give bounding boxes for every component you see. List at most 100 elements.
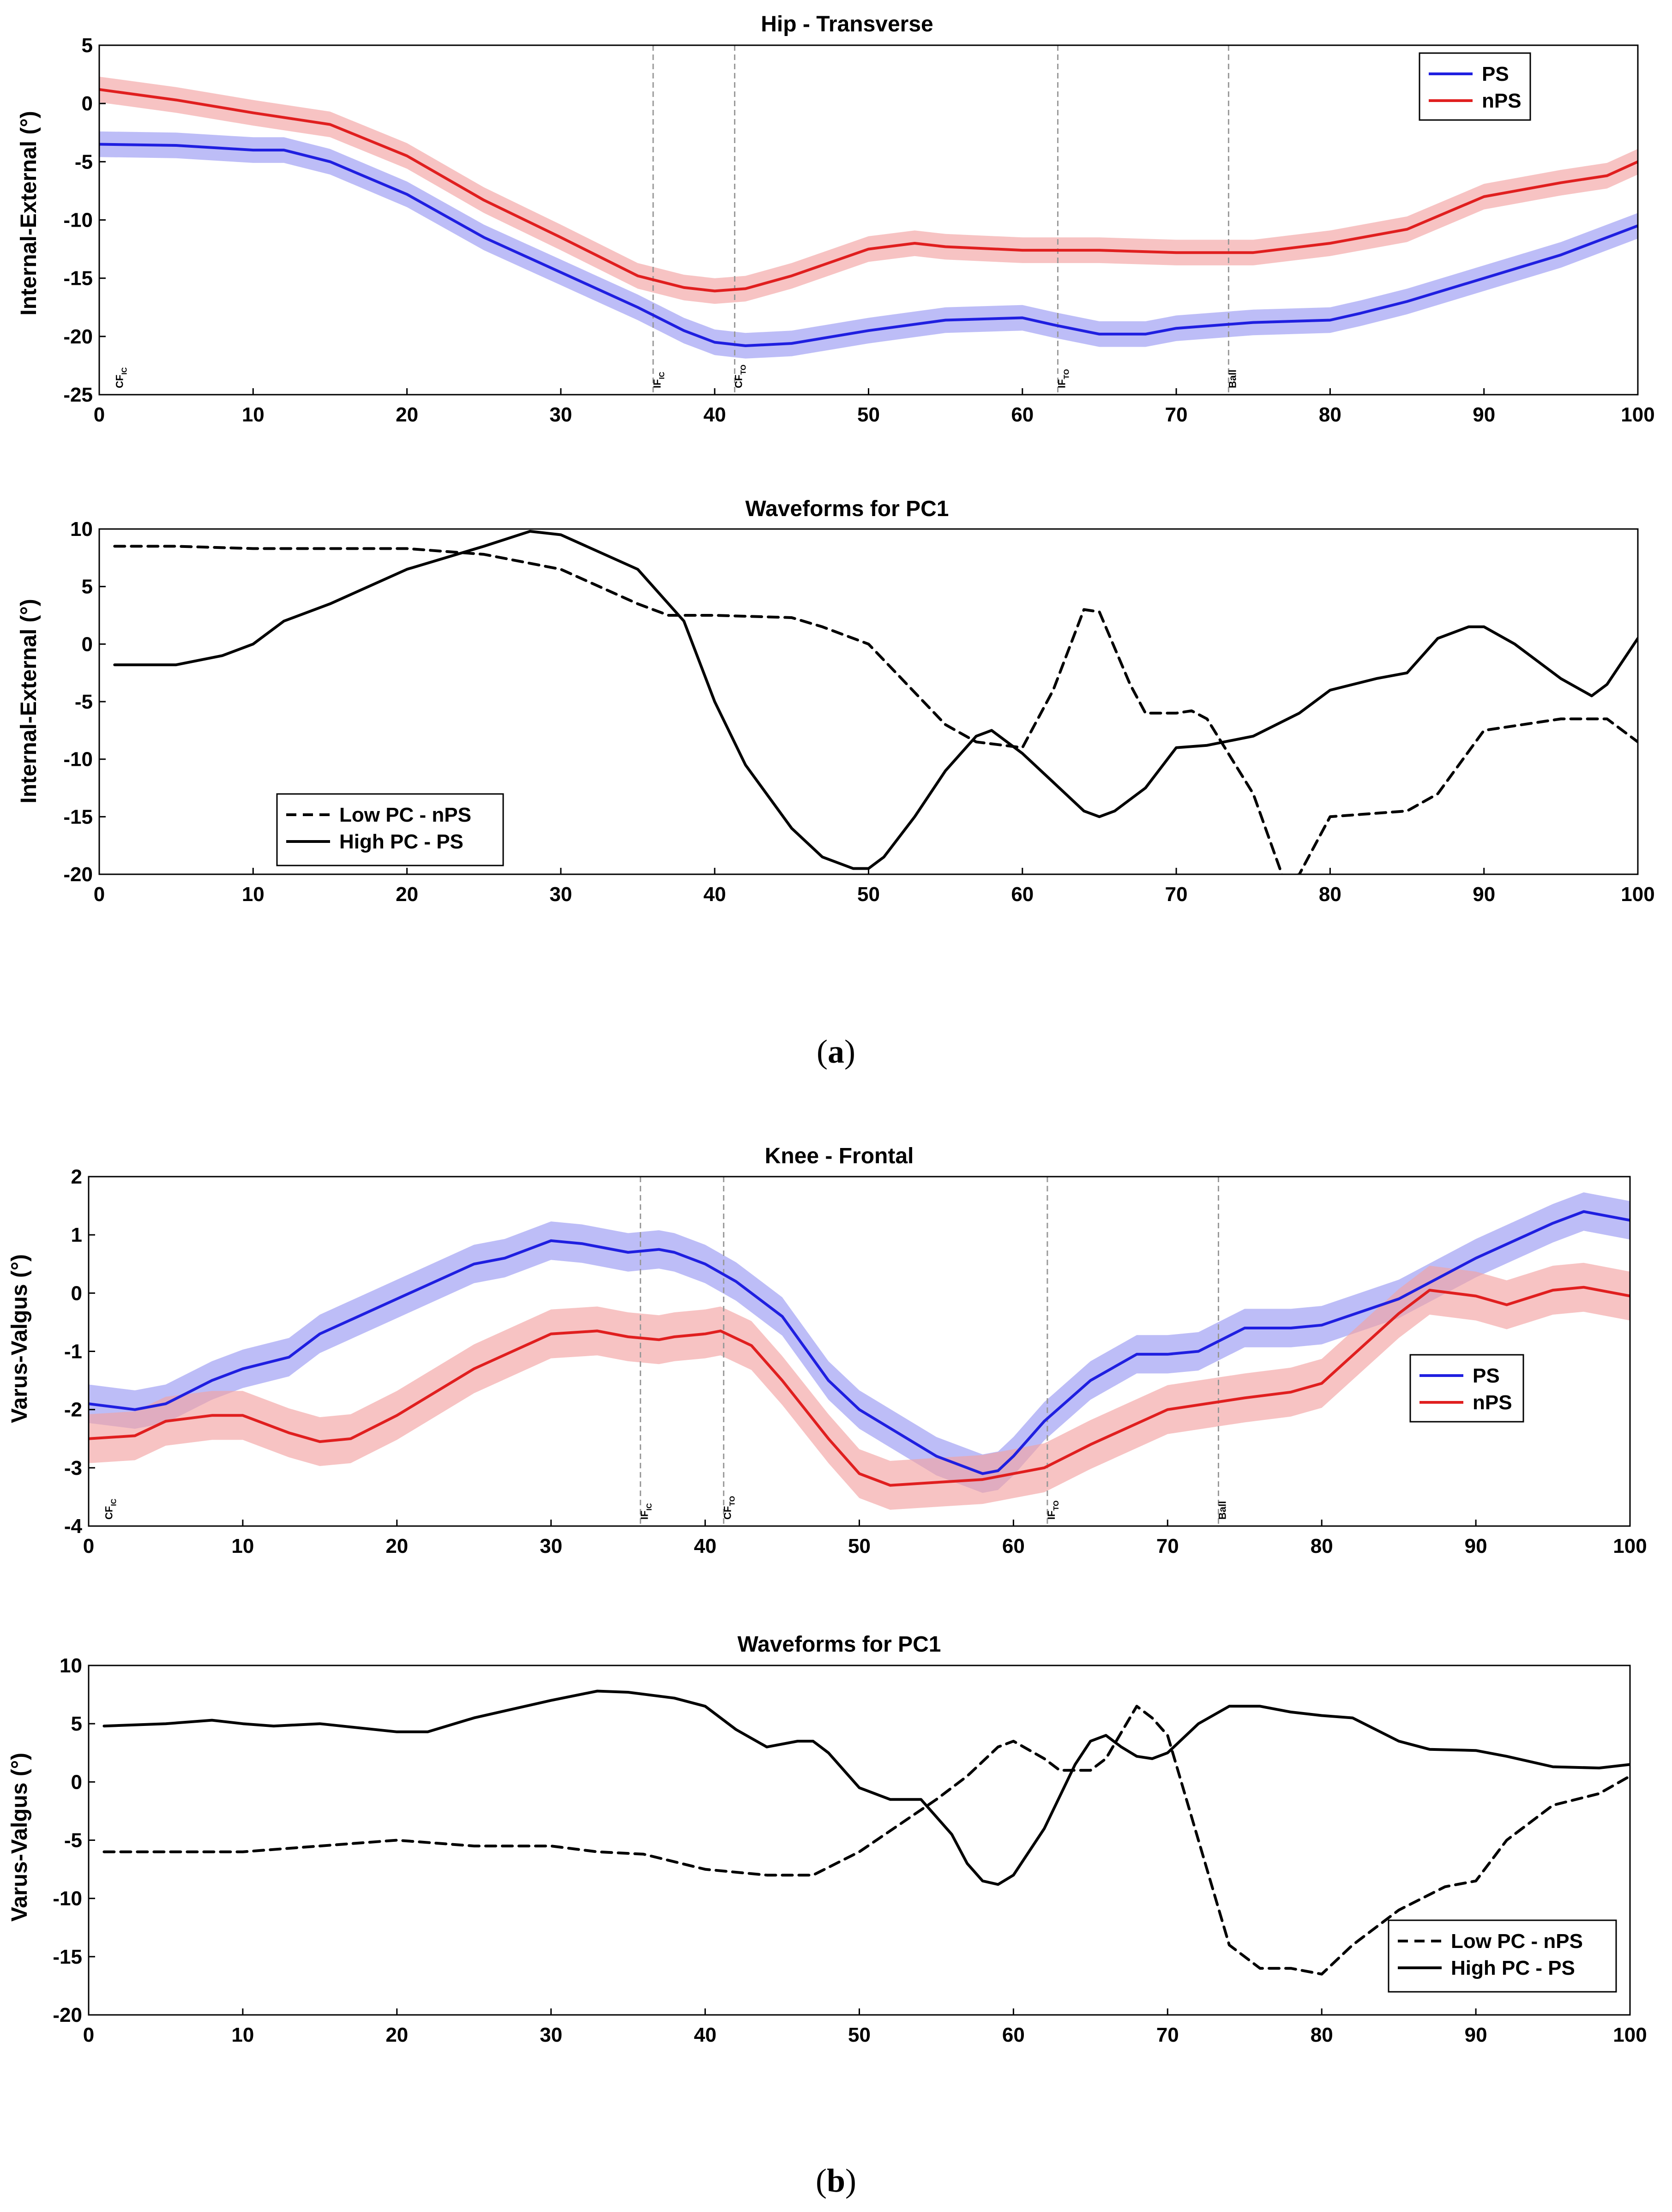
y-tick-label: -10 — [63, 209, 93, 232]
y-tick-label: -1 — [64, 1340, 82, 1363]
event-label-sub: IC — [658, 372, 666, 379]
legend: PS nPS — [1409, 1354, 1524, 1423]
y-tick-label: -15 — [63, 267, 93, 290]
x-tick-label: 30 — [549, 403, 572, 426]
y-tick-label: -10 — [53, 1887, 82, 1910]
legend: Low PC - nPS High PC - PS — [1388, 1919, 1617, 1993]
x-tick-label: 80 — [1319, 403, 1341, 426]
chart-title: Knee - Frontal — [765, 1144, 914, 1168]
y-tick-label: -4 — [64, 1515, 83, 1538]
event-label: IFTO — [1046, 1501, 1060, 1520]
event-label-main: CF — [103, 1506, 114, 1520]
x-tick-label: 40 — [694, 1535, 716, 1557]
y-tick-label: -20 — [53, 2004, 82, 2026]
event-label-main: CF — [733, 375, 745, 388]
event-label: CFTO — [722, 1496, 737, 1520]
x-tick-label: 40 — [704, 403, 726, 426]
event-label-main: IF — [638, 1510, 650, 1520]
x-tick-label: 90 — [1473, 883, 1495, 906]
y-tick-label: -15 — [53, 1946, 82, 1968]
event-label-main: Ball — [1227, 370, 1238, 388]
x-tick-label: 20 — [385, 1535, 408, 1557]
plot-content — [89, 1177, 1630, 1526]
plot-content — [113, 530, 1638, 874]
x-tick-label: 60 — [1011, 883, 1034, 906]
chart-knee-frontal: Knee - Frontal Varus-Valgus (°) CFICIFIC… — [7, 1144, 1647, 1557]
y-tick-label: -25 — [63, 384, 93, 406]
x-tick-label: 60 — [1002, 2024, 1025, 2046]
event-label-sub: IC — [645, 1503, 653, 1510]
y-tick-label: 10 — [60, 1654, 82, 1677]
y-axis-label: Internal-External (°) — [17, 599, 41, 803]
x-tick-label: 50 — [848, 2024, 871, 2046]
plot-content — [99, 45, 1638, 395]
x-tick-label: 50 — [857, 403, 880, 426]
x-tick-label: 0 — [83, 2024, 94, 2046]
y-tick-label: -20 — [63, 863, 93, 886]
x-tick-label: 80 — [1311, 2024, 1333, 2046]
event-label-main: Ball — [1216, 1501, 1228, 1520]
chart-knee-pc1: Waveforms for PC1 Varus-Valgus (°) 0 10 20… — [7, 1632, 1647, 2046]
y-tick-label: 5 — [71, 1713, 82, 1735]
event-label: Ball — [1216, 1501, 1228, 1520]
plot-area: 0 10 20 30 40 50 60 70 80 90 100 -20 -15 -10 -5 0 5 10 Low… — [53, 1654, 1647, 2046]
event-label-main: CF — [722, 1506, 734, 1520]
legend: Low PC - nPS High PC - PS — [276, 793, 504, 866]
x-tick-label: 40 — [704, 883, 726, 906]
y-tick-label: -5 — [75, 150, 93, 173]
y-tick-label: -5 — [75, 691, 93, 713]
event-label: IFIC — [638, 1503, 653, 1520]
x-tick-label: 100 — [1621, 403, 1654, 426]
legend-label: PS — [1473, 1364, 1500, 1387]
legend-label: PS — [1482, 63, 1509, 85]
y-tick-label: -2 — [64, 1399, 82, 1421]
y-tick-label: 0 — [82, 92, 93, 115]
event-label-sub: TO — [1053, 1501, 1060, 1511]
x-tick-label: 0 — [94, 883, 105, 906]
legend-label: High PC - PS — [339, 830, 463, 853]
legend-box — [1409, 1354, 1524, 1423]
legend: PS nPS — [1419, 52, 1531, 121]
x-tick-label: 10 — [231, 1535, 254, 1557]
y-tick-label: 2 — [71, 1166, 82, 1188]
legend-label: nPS — [1473, 1391, 1512, 1414]
event-label-main: IF — [1046, 1510, 1057, 1520]
legend-label: High PC - PS — [1451, 1957, 1575, 1979]
event-label-main: IF — [1056, 379, 1067, 388]
series-line-nps — [99, 88, 1638, 293]
x-tick-label: 70 — [1165, 403, 1188, 426]
x-tick-label: 70 — [1165, 883, 1188, 906]
x-tick-label: 100 — [1613, 1535, 1647, 1557]
event-label-sub: IC — [110, 1498, 118, 1506]
y-tick-label: 5 — [82, 34, 93, 57]
x-tick-label: 0 — [83, 1535, 94, 1557]
band-nps — [89, 1262, 1630, 1510]
y-tick-label: -5 — [64, 1829, 82, 1852]
legend-box — [1419, 52, 1531, 121]
caption-b: (b) — [816, 2162, 856, 2199]
x-tick-label: 0 — [94, 403, 105, 426]
y-tick-label: 0 — [71, 1771, 82, 1793]
x-tick-label: 40 — [694, 2024, 716, 2046]
series-line-nps — [89, 1286, 1630, 1487]
y-axis-label: Varus-Valgus (°) — [7, 1254, 32, 1423]
x-tick-label: 20 — [396, 403, 418, 426]
y-tick-label: -15 — [63, 805, 93, 828]
x-tick-label: 90 — [1465, 1535, 1487, 1557]
x-tick-label: 100 — [1621, 883, 1654, 906]
y-axis-label: Internal-External (°) — [17, 111, 41, 315]
legend-box — [276, 793, 504, 866]
plot-area: 0 10 20 30 40 50 60 70 80 90 100 -20 -15 -10 -5 0 5 10 Low… — [63, 518, 1654, 906]
x-tick-label: 90 — [1465, 2024, 1487, 2046]
x-tick-label: 60 — [1011, 403, 1034, 426]
plot-content — [102, 1689, 1630, 1976]
x-tick-label: 30 — [540, 1535, 562, 1557]
event-label: Ball — [1227, 370, 1238, 388]
chart-title: Hip - Transverse — [761, 12, 933, 36]
legend-label: Low PC - nPS — [339, 804, 471, 826]
chart-title: Waveforms for PC1 — [746, 497, 949, 521]
y-tick-label: 1 — [71, 1224, 82, 1246]
x-tick-label: 20 — [385, 2024, 408, 2046]
x-tick-label: 10 — [242, 883, 265, 906]
